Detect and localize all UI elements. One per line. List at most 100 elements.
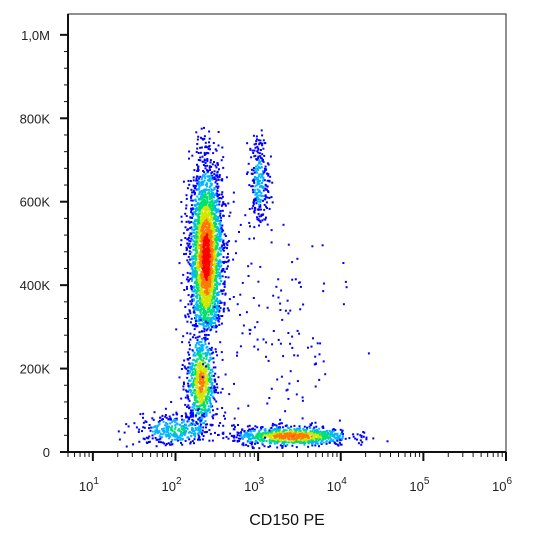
- data-point: [227, 309, 230, 312]
- data-point: [191, 228, 194, 231]
- data-point: [207, 317, 210, 320]
- data-point: [202, 392, 205, 395]
- data-point: [209, 159, 212, 162]
- data-point: [219, 219, 222, 222]
- data-point: [191, 208, 194, 211]
- data-point: [257, 139, 260, 142]
- data-point: [195, 360, 198, 363]
- data-point: [191, 272, 193, 275]
- data-point: [227, 202, 230, 205]
- data-point: [192, 432, 195, 435]
- data-point: [254, 199, 257, 202]
- data-point: [204, 340, 206, 343]
- data-point: [203, 370, 206, 373]
- data-point: [214, 263, 217, 266]
- data-point: [251, 441, 254, 444]
- data-point: [201, 345, 204, 348]
- data-point: [255, 142, 257, 145]
- data-point: [204, 368, 207, 371]
- data-point: [222, 239, 225, 242]
- data-point: [212, 195, 215, 198]
- data-point: [204, 215, 207, 218]
- data-point: [202, 262, 204, 265]
- data-point: [198, 269, 201, 272]
- data-point: [225, 435, 228, 438]
- data-point: [204, 173, 207, 176]
- data-point: [211, 163, 214, 166]
- data-point: [208, 179, 211, 182]
- data-point: [198, 180, 201, 183]
- data-point: [203, 247, 206, 250]
- data-point: [205, 296, 208, 299]
- data-point: [190, 263, 193, 266]
- data-point: [214, 380, 217, 383]
- data-point: [205, 319, 208, 321]
- data-point: [258, 173, 261, 176]
- data-point: [182, 419, 185, 422]
- data-point: [156, 438, 159, 441]
- data-point: [268, 442, 271, 445]
- data-point: [200, 354, 203, 357]
- data-point: [208, 290, 211, 293]
- data-point: [220, 245, 223, 248]
- data-point: [320, 443, 323, 445]
- data-point: [231, 424, 233, 427]
- data-point: [225, 261, 228, 264]
- data-point: [204, 297, 207, 300]
- data-point: [264, 142, 267, 145]
- data-point: [240, 437, 243, 440]
- data-point: [212, 270, 215, 273]
- data-point: [318, 445, 320, 448]
- data-point: [216, 254, 219, 257]
- data-point: [303, 440, 305, 443]
- data-point: [195, 278, 198, 281]
- data-point: [222, 256, 225, 259]
- data-point: [155, 438, 158, 441]
- data-point: [256, 436, 259, 439]
- data-point: [215, 185, 218, 188]
- data-point: [195, 230, 198, 233]
- data-point: [227, 437, 230, 440]
- data-point: [221, 179, 224, 182]
- data-point: [216, 317, 219, 320]
- data-point: [203, 154, 206, 156]
- data-point: [197, 299, 200, 302]
- data-point: [218, 200, 221, 203]
- data-point: [359, 434, 362, 437]
- data-point: [210, 390, 213, 393]
- data-point: [244, 432, 247, 435]
- data-point: [196, 364, 199, 367]
- data-point: [270, 241, 273, 244]
- data-point: [310, 424, 313, 427]
- data-point: [210, 259, 213, 261]
- data-point: [271, 201, 274, 204]
- data-point: [217, 263, 220, 266]
- data-point: [211, 195, 214, 198]
- data-point: [200, 347, 203, 350]
- data-point: [195, 274, 198, 276]
- data-point: [241, 332, 244, 335]
- data-point: [210, 346, 213, 349]
- data-point: [190, 221, 193, 223]
- data-point: [258, 142, 261, 145]
- data-point: [222, 166, 225, 169]
- data-point: [185, 204, 188, 207]
- data-point: [203, 266, 206, 269]
- data-point: [229, 211, 232, 214]
- data-point: [209, 213, 211, 216]
- data-point: [199, 281, 202, 284]
- data-point: [272, 330, 275, 332]
- data-point: [191, 273, 194, 276]
- data-point: [196, 379, 199, 382]
- data-point: [154, 430, 157, 433]
- data-point: [259, 265, 262, 268]
- data-point: [210, 383, 213, 385]
- data-point: [191, 429, 193, 432]
- data-point: [266, 172, 269, 175]
- data-point: [207, 373, 210, 376]
- data-point: [189, 312, 192, 315]
- data-point: [170, 421, 173, 424]
- data-point: [311, 430, 314, 433]
- data-point: [195, 428, 198, 431]
- data-point: [214, 247, 217, 250]
